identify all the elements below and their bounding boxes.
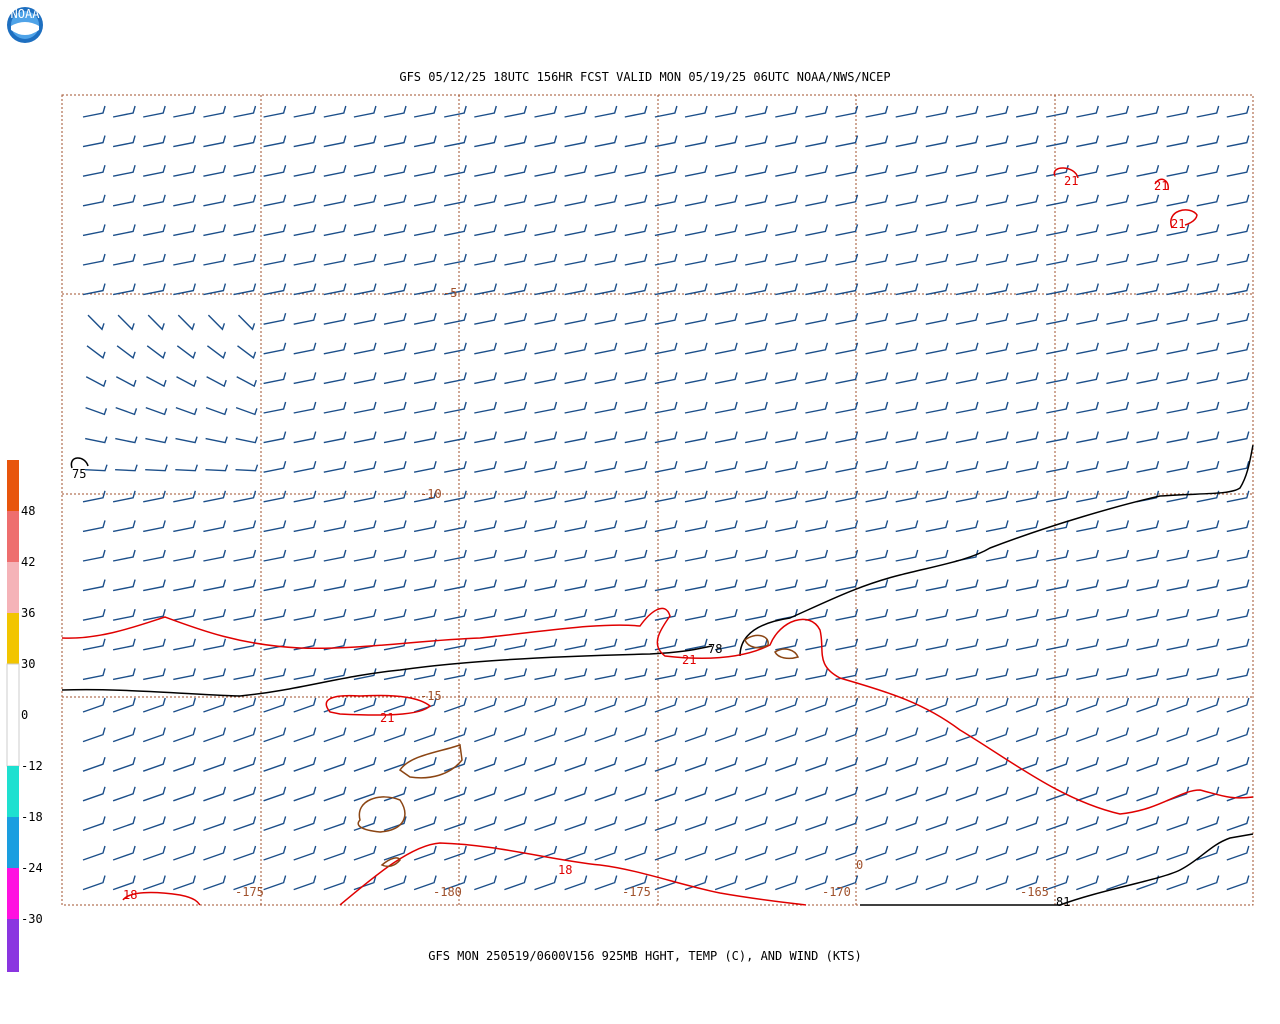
colorbar-segment xyxy=(7,868,19,919)
contour-label: 18 xyxy=(558,863,572,877)
colorbar-segment xyxy=(7,919,19,972)
temp-contour xyxy=(339,842,807,906)
contours xyxy=(61,167,1254,906)
contour-label: 21 xyxy=(380,711,394,725)
logo-text: NOAA xyxy=(11,7,41,21)
colorbar-label: 30 xyxy=(21,657,35,671)
colorbar-label: 36 xyxy=(21,606,35,620)
lon-label: -180 xyxy=(433,885,462,899)
contour-label: 21 xyxy=(1171,217,1185,231)
contour-label: 21 xyxy=(682,653,696,667)
colorbar-label: -18 xyxy=(21,810,43,824)
temp-contour xyxy=(122,891,201,906)
colorbar-segment xyxy=(7,766,19,817)
wind-barb xyxy=(84,314,259,472)
map-title: GFS 05/12/25 18UTC 156HR FCST VALID MON … xyxy=(399,70,890,84)
colorbar-label: 42 xyxy=(21,555,35,569)
colorbar xyxy=(6,460,20,972)
map-caption: GFS MON 250519/0600V156 925MB HGHT, TEMP… xyxy=(428,949,861,963)
height-contour xyxy=(1059,833,1254,906)
contour-label: 75 xyxy=(72,467,86,481)
colorbar-label: -12 xyxy=(21,759,43,773)
colorbar-labels: 48 42 36 30 0 -12 -18 -24 -30 xyxy=(21,504,43,926)
colorbar-segment xyxy=(7,460,19,511)
temp-contour xyxy=(325,694,432,716)
logo-wave xyxy=(11,22,39,35)
temp-contour xyxy=(1053,167,1198,229)
contour-label: 78 xyxy=(708,642,722,656)
map-labels: -5 -10 -15 -175 -180 -175 -170 -165 21 2… xyxy=(72,174,1185,909)
coastline xyxy=(357,634,800,868)
lon-label: -170 xyxy=(822,885,851,899)
contour-label: 0 xyxy=(856,858,863,872)
contour-label: 81 xyxy=(1056,895,1070,909)
height-contour xyxy=(70,457,89,469)
colorbar-segment xyxy=(7,613,19,664)
height-contour xyxy=(61,444,1254,697)
lon-label: -175 xyxy=(622,885,651,899)
colorbar-segment xyxy=(6,663,20,767)
colorbar-segment xyxy=(7,817,19,868)
colorbar-label: -24 xyxy=(21,861,43,875)
contour-label: 21 xyxy=(1154,179,1168,193)
colorbar-label: 0 xyxy=(21,708,28,722)
lon-label: -165 xyxy=(1020,885,1049,899)
wind-barbs xyxy=(82,105,1250,891)
colorbar-segment xyxy=(7,562,19,613)
wind-barb xyxy=(82,105,1250,891)
temp-contour xyxy=(61,607,1254,815)
contour-label: 21 xyxy=(1064,174,1078,188)
colorbar-segment xyxy=(7,511,19,562)
lat-label: -10 xyxy=(420,487,442,501)
contour-label: 18 xyxy=(123,888,137,902)
lon-label: -175 xyxy=(235,885,264,899)
lat-label: -5 xyxy=(443,286,457,300)
logo: NOAA xyxy=(7,7,43,43)
colorbar-label: -30 xyxy=(21,912,43,926)
colorbar-label: 48 xyxy=(21,504,35,518)
lat-label: -15 xyxy=(420,689,442,703)
